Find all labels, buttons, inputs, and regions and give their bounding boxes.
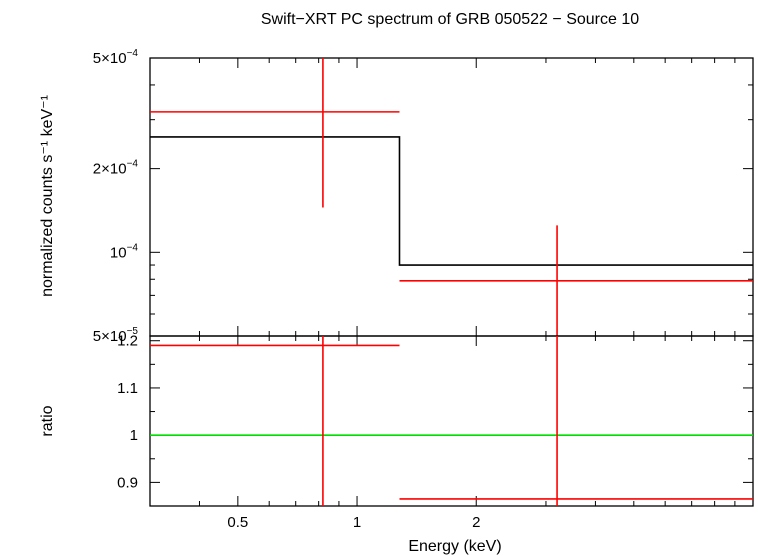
ratio-panel: 0.9 1 1.1 1.2 xyxy=(117,333,754,507)
y-tick-label: 1 xyxy=(130,427,138,444)
plot-frame-spectrum xyxy=(149,57,754,337)
y-axis-label-spectrum: normalized counts s⁻¹ keV⁻¹ xyxy=(39,95,56,297)
y-tick-label: 10−4 xyxy=(110,242,139,261)
data-point-spectrum xyxy=(399,225,753,336)
y-tick-label: 5×10−4 xyxy=(93,48,139,67)
y-tick-label: 5×10−5 xyxy=(93,326,139,345)
plot-frame-ratio xyxy=(149,335,754,507)
x-tick-label: 0.5 xyxy=(227,514,248,531)
y-tick-label: 0.9 xyxy=(117,474,138,491)
data-point-ratio xyxy=(399,336,753,506)
chart-title: Swift−XRT PC spectrum of GRB 050522 − So… xyxy=(261,11,639,28)
y-tick-label: 1.2 xyxy=(117,333,138,350)
y-tick-label: 1.1 xyxy=(117,380,138,397)
y-axis-label-ratio: ratio xyxy=(39,405,56,436)
x-tick-label: 2 xyxy=(472,514,480,531)
x-tick-label: 1 xyxy=(353,514,361,531)
x-axis-label: Energy (keV) xyxy=(408,538,501,555)
spectrum-panel: 5×10−4 2×10−4 10−4 5×10−5 xyxy=(93,48,754,345)
x-tick-labels: 0.5 1 2 xyxy=(227,514,480,531)
y-tick-label: 2×10−4 xyxy=(93,159,139,178)
data-point-spectrum xyxy=(150,58,400,208)
data-point-ratio xyxy=(150,336,400,506)
model-step-line xyxy=(150,136,753,266)
